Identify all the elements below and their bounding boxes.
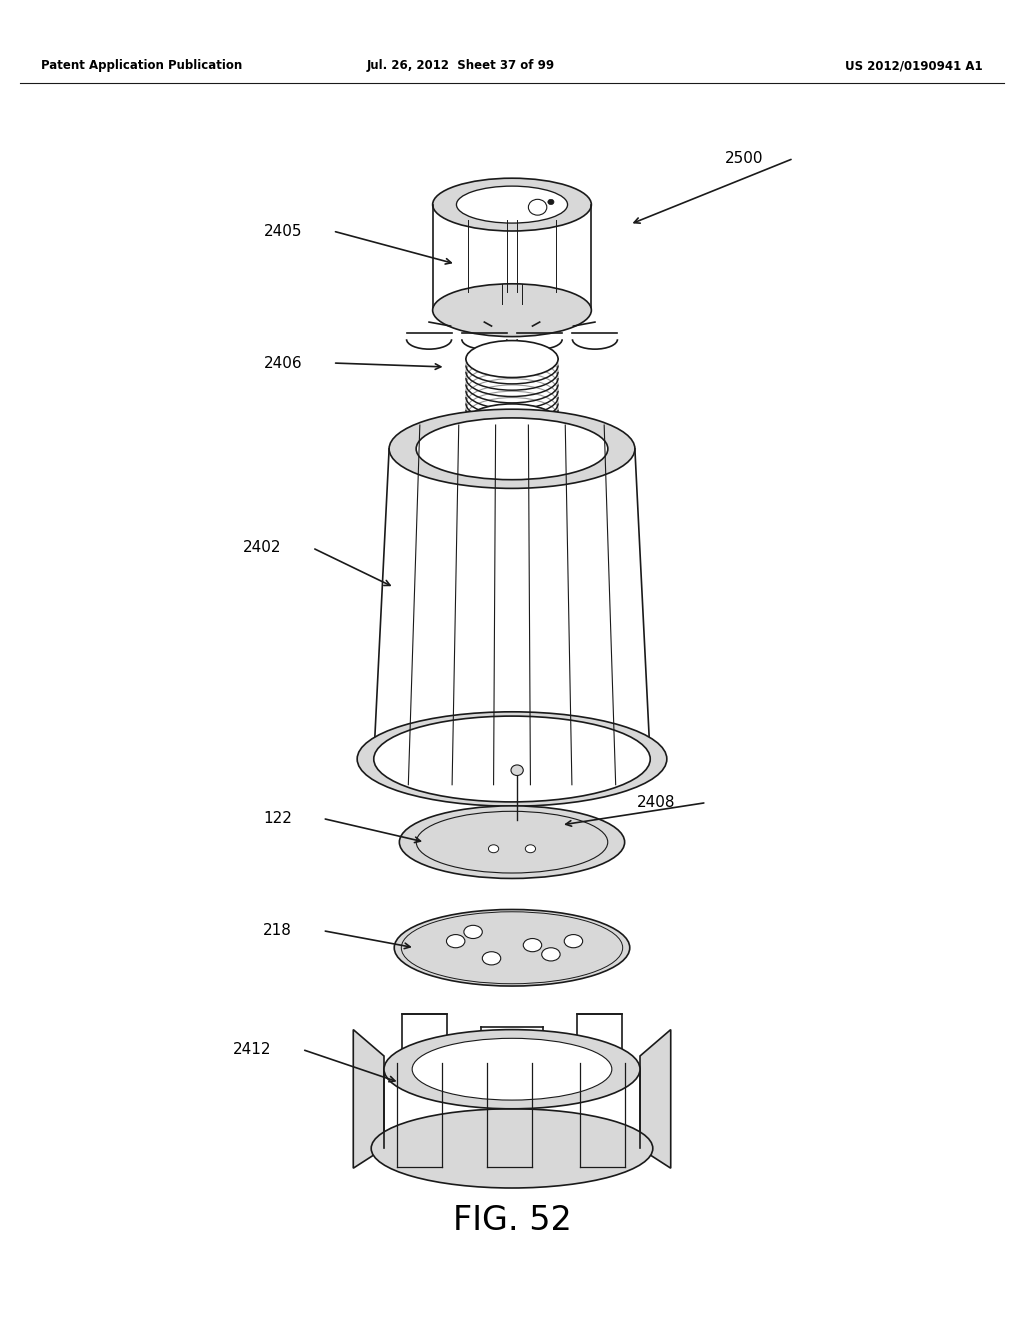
- Text: 2405: 2405: [263, 223, 302, 239]
- Ellipse shape: [357, 711, 667, 807]
- Ellipse shape: [488, 845, 499, 853]
- Text: Jul. 26, 2012  Sheet 37 of 99: Jul. 26, 2012 Sheet 37 of 99: [367, 59, 555, 73]
- Ellipse shape: [446, 935, 465, 948]
- Ellipse shape: [466, 341, 558, 378]
- Text: 2402: 2402: [243, 540, 282, 556]
- Text: 218: 218: [263, 923, 292, 939]
- Polygon shape: [640, 1030, 671, 1168]
- Ellipse shape: [374, 715, 650, 801]
- Ellipse shape: [511, 766, 523, 776]
- Ellipse shape: [432, 178, 592, 231]
- Polygon shape: [353, 1030, 384, 1168]
- Ellipse shape: [464, 925, 482, 939]
- Ellipse shape: [394, 909, 630, 986]
- Ellipse shape: [384, 1030, 640, 1109]
- Ellipse shape: [389, 409, 635, 488]
- Ellipse shape: [371, 1109, 653, 1188]
- Ellipse shape: [523, 939, 542, 952]
- Ellipse shape: [548, 199, 554, 205]
- Text: FIG. 52: FIG. 52: [453, 1205, 571, 1238]
- Ellipse shape: [528, 199, 547, 215]
- Ellipse shape: [416, 418, 608, 479]
- Ellipse shape: [482, 952, 501, 965]
- Text: 2412: 2412: [232, 1041, 271, 1057]
- Ellipse shape: [399, 805, 625, 879]
- Ellipse shape: [412, 1039, 612, 1100]
- Ellipse shape: [542, 948, 560, 961]
- Ellipse shape: [525, 845, 536, 853]
- Text: US 2012/0190941 A1: US 2012/0190941 A1: [846, 59, 983, 73]
- Ellipse shape: [457, 186, 567, 223]
- Text: 2406: 2406: [263, 355, 302, 371]
- Ellipse shape: [564, 935, 583, 948]
- Text: Patent Application Publication: Patent Application Publication: [41, 59, 243, 73]
- Text: 2408: 2408: [637, 795, 676, 810]
- Ellipse shape: [432, 284, 592, 337]
- Text: 122: 122: [263, 810, 292, 826]
- Text: 2500: 2500: [724, 150, 763, 166]
- Ellipse shape: [466, 404, 558, 441]
